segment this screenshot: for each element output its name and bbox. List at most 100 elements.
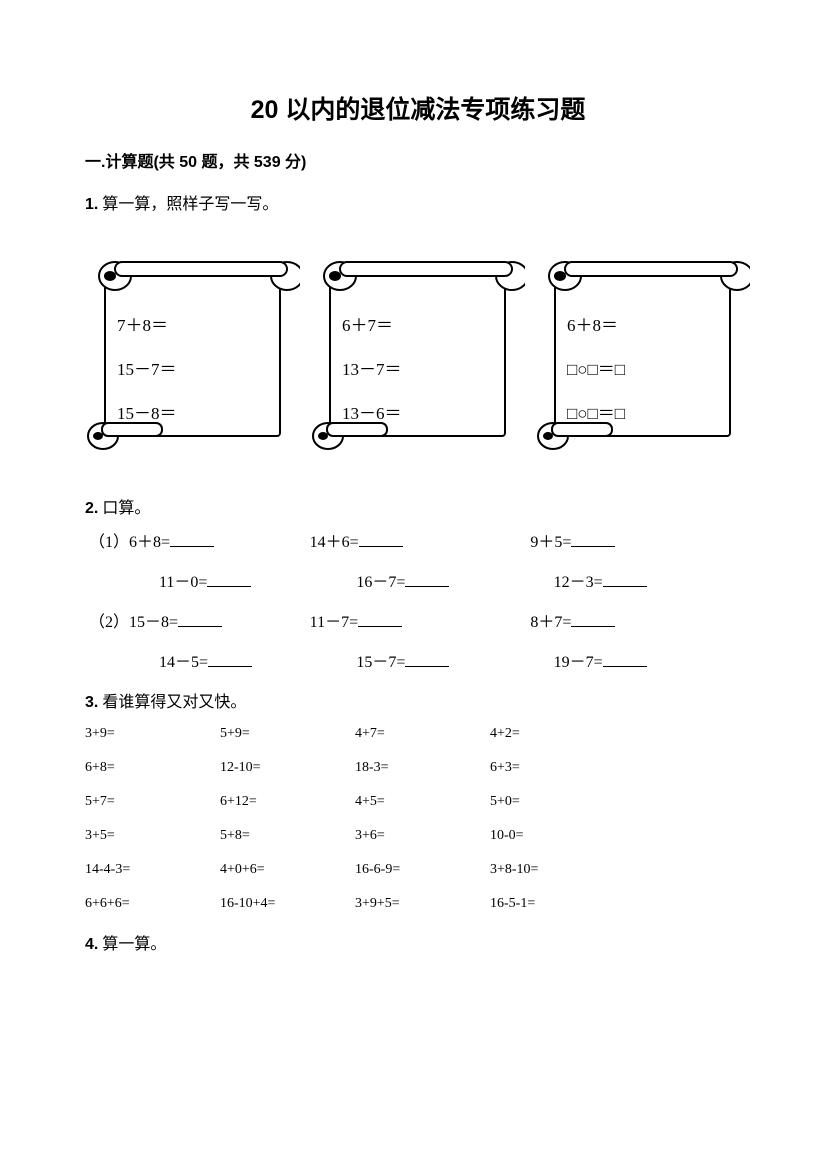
scroll-1: 7＋8＝ 15－7＝ 15－8＝ — [75, 254, 300, 454]
scroll-3-line-1: □○□＝□ — [567, 348, 625, 392]
q3-cell: 5+7= — [85, 794, 220, 810]
q2-expr: （2）15－8= — [89, 614, 178, 631]
q3-row-3: 3+5= 5+8= 3+6= 10-0= — [85, 828, 751, 844]
page-title: 20 以内的退位减法专项练习题 — [85, 90, 751, 126]
q2-expr: （1）6＋8= — [89, 534, 170, 551]
q2-cell: 9＋5= — [530, 528, 751, 552]
q4-num: 4. — [85, 936, 98, 953]
q2-expr: 11－0= — [159, 574, 207, 591]
q3-cell: 4+0+6= — [220, 862, 355, 878]
q1-label: 1. 算一算，照样子写一写。 — [85, 190, 751, 214]
scroll-1-line-2: 15－8＝ — [117, 392, 177, 436]
blank-line[interactable] — [405, 652, 449, 667]
q3-cell: 6+8= — [85, 760, 220, 776]
q3-cell: 10-0= — [490, 828, 625, 844]
q3-row-1: 6+8= 12-10= 18-3= 6+3= — [85, 760, 751, 776]
scroll-2-body: 6＋7＝ 13－7＝ 13－6＝ — [342, 304, 402, 437]
q2-expr: 16－7= — [356, 574, 405, 591]
q3-cell: 6+6+6= — [85, 896, 220, 912]
q2-cell: 11－0= — [89, 568, 356, 592]
scroll-1-line-1: 15－7＝ — [117, 348, 177, 392]
scroll-3-line-2: □○□＝□ — [567, 392, 625, 436]
blank-line[interactable] — [405, 572, 449, 587]
scroll-1-line-0: 7＋8＝ — [117, 304, 177, 348]
q2-expr: 11－7= — [310, 614, 358, 631]
q3-cell: 14-4-3= — [85, 862, 220, 878]
scrolls-row: 7＋8＝ 15－7＝ 15－8＝ 6＋7＝ — [75, 254, 751, 454]
q2-cell: 11－7= — [310, 608, 531, 632]
q2-label: 2. 口算。 — [85, 494, 751, 518]
scroll-3-body: 6＋8＝ □○□＝□ □○□＝□ — [567, 304, 625, 437]
q3-cell: 3+9= — [85, 726, 220, 742]
q2-cell: 14＋6= — [310, 528, 531, 552]
blank-line[interactable] — [571, 532, 615, 547]
scroll-3-line-0: 6＋8＝ — [567, 304, 625, 348]
q3-grid: 3+9= 5+9= 4+7= 4+2= 6+8= 12-10= 18-3= 6+… — [85, 726, 751, 912]
q3-cell: 4+7= — [355, 726, 490, 742]
q3-cell: 5+9= — [220, 726, 355, 742]
blank-line[interactable] — [178, 612, 222, 627]
q3-cell: 5+0= — [490, 794, 625, 810]
scroll-2-line-2: 13－6＝ — [342, 392, 402, 436]
q2-cell: （1）6＋8= — [89, 528, 310, 552]
q2-cell: 15－7= — [356, 648, 553, 672]
q3-row-0: 3+9= 5+9= 4+7= 4+2= — [85, 726, 751, 742]
q2-expr: 8＋7= — [530, 614, 571, 631]
scroll-2: 6＋7＝ 13－7＝ 13－6＝ — [300, 254, 525, 454]
q2-grid: （1）6＋8= 14＋6= 9＋5= 11－0= 16－7= 12－3= （2）… — [89, 528, 751, 672]
q2-cell: （2）15－8= — [89, 608, 310, 632]
blank-line[interactable] — [207, 572, 251, 587]
blank-line[interactable] — [571, 612, 615, 627]
scroll-2-line-0: 6＋7＝ — [342, 304, 402, 348]
q3-row-2: 5+7= 6+12= 4+5= 5+0= — [85, 794, 751, 810]
q2-expr: 15－7= — [356, 654, 405, 671]
scroll-1-body: 7＋8＝ 15－7＝ 15－8＝ — [117, 304, 177, 437]
q2-num: 2. — [85, 500, 98, 517]
q1-text: 算一算，照样子写一写。 — [98, 196, 278, 213]
blank-line[interactable] — [208, 652, 252, 667]
scroll-icon — [525, 254, 750, 454]
blank-line[interactable] — [603, 572, 647, 587]
q2-cell: 16－7= — [356, 568, 553, 592]
q3-cell: 16-5-1= — [490, 896, 625, 912]
q3-cell: 16-6-9= — [355, 862, 490, 878]
q3-label: 3. 看谁算得又对又快。 — [85, 688, 751, 712]
q2-cell: 19－7= — [554, 648, 751, 672]
q2-row-2: （2）15－8= 11－7= 8＋7= — [89, 608, 751, 632]
q3-cell: 3+8-10= — [490, 862, 625, 878]
q2-text: 口算。 — [98, 500, 150, 517]
blank-line[interactable] — [170, 532, 214, 547]
q3-cell: 3+9+5= — [355, 896, 490, 912]
blank-line[interactable] — [359, 532, 403, 547]
q3-row-5: 6+6+6= 16-10+4= 3+9+5= 16-5-1= — [85, 896, 751, 912]
q3-cell: 12-10= — [220, 760, 355, 776]
q4-label: 4. 算一算。 — [85, 930, 751, 954]
q3-cell: 18-3= — [355, 760, 490, 776]
q2-expr: 14－5= — [159, 654, 208, 671]
section-header: 一.计算题(共 50 题，共 539 分) — [85, 148, 751, 172]
scroll-icon — [75, 254, 300, 454]
q4-text: 算一算。 — [98, 936, 166, 953]
q1-num: 1. — [85, 196, 98, 213]
blank-line[interactable] — [603, 652, 647, 667]
q2-cell: 8＋7= — [530, 608, 751, 632]
q2-row-3: 14－5= 15－7= 19－7= — [89, 648, 751, 672]
q3-cell: 6+3= — [490, 760, 625, 776]
q3-num: 3. — [85, 694, 98, 711]
q3-cell: 3+6= — [355, 828, 490, 844]
q3-cell: 4+5= — [355, 794, 490, 810]
scroll-icon — [300, 254, 525, 454]
scroll-3: 6＋8＝ □○□＝□ □○□＝□ — [525, 254, 750, 454]
q3-row-4: 14-4-3= 4+0+6= 16-6-9= 3+8-10= — [85, 862, 751, 878]
q2-expr: 19－7= — [554, 654, 603, 671]
q3-cell: 3+5= — [85, 828, 220, 844]
q2-expr: 9＋5= — [530, 534, 571, 551]
blank-line[interactable] — [358, 612, 402, 627]
q2-row-1: 11－0= 16－7= 12－3= — [89, 568, 751, 592]
q2-expr: 12－3= — [554, 574, 603, 591]
q2-cell: 14－5= — [89, 648, 356, 672]
q3-cell: 6+12= — [220, 794, 355, 810]
q3-cell: 16-10+4= — [220, 896, 355, 912]
scroll-2-line-1: 13－7＝ — [342, 348, 402, 392]
q3-cell: 4+2= — [490, 726, 625, 742]
